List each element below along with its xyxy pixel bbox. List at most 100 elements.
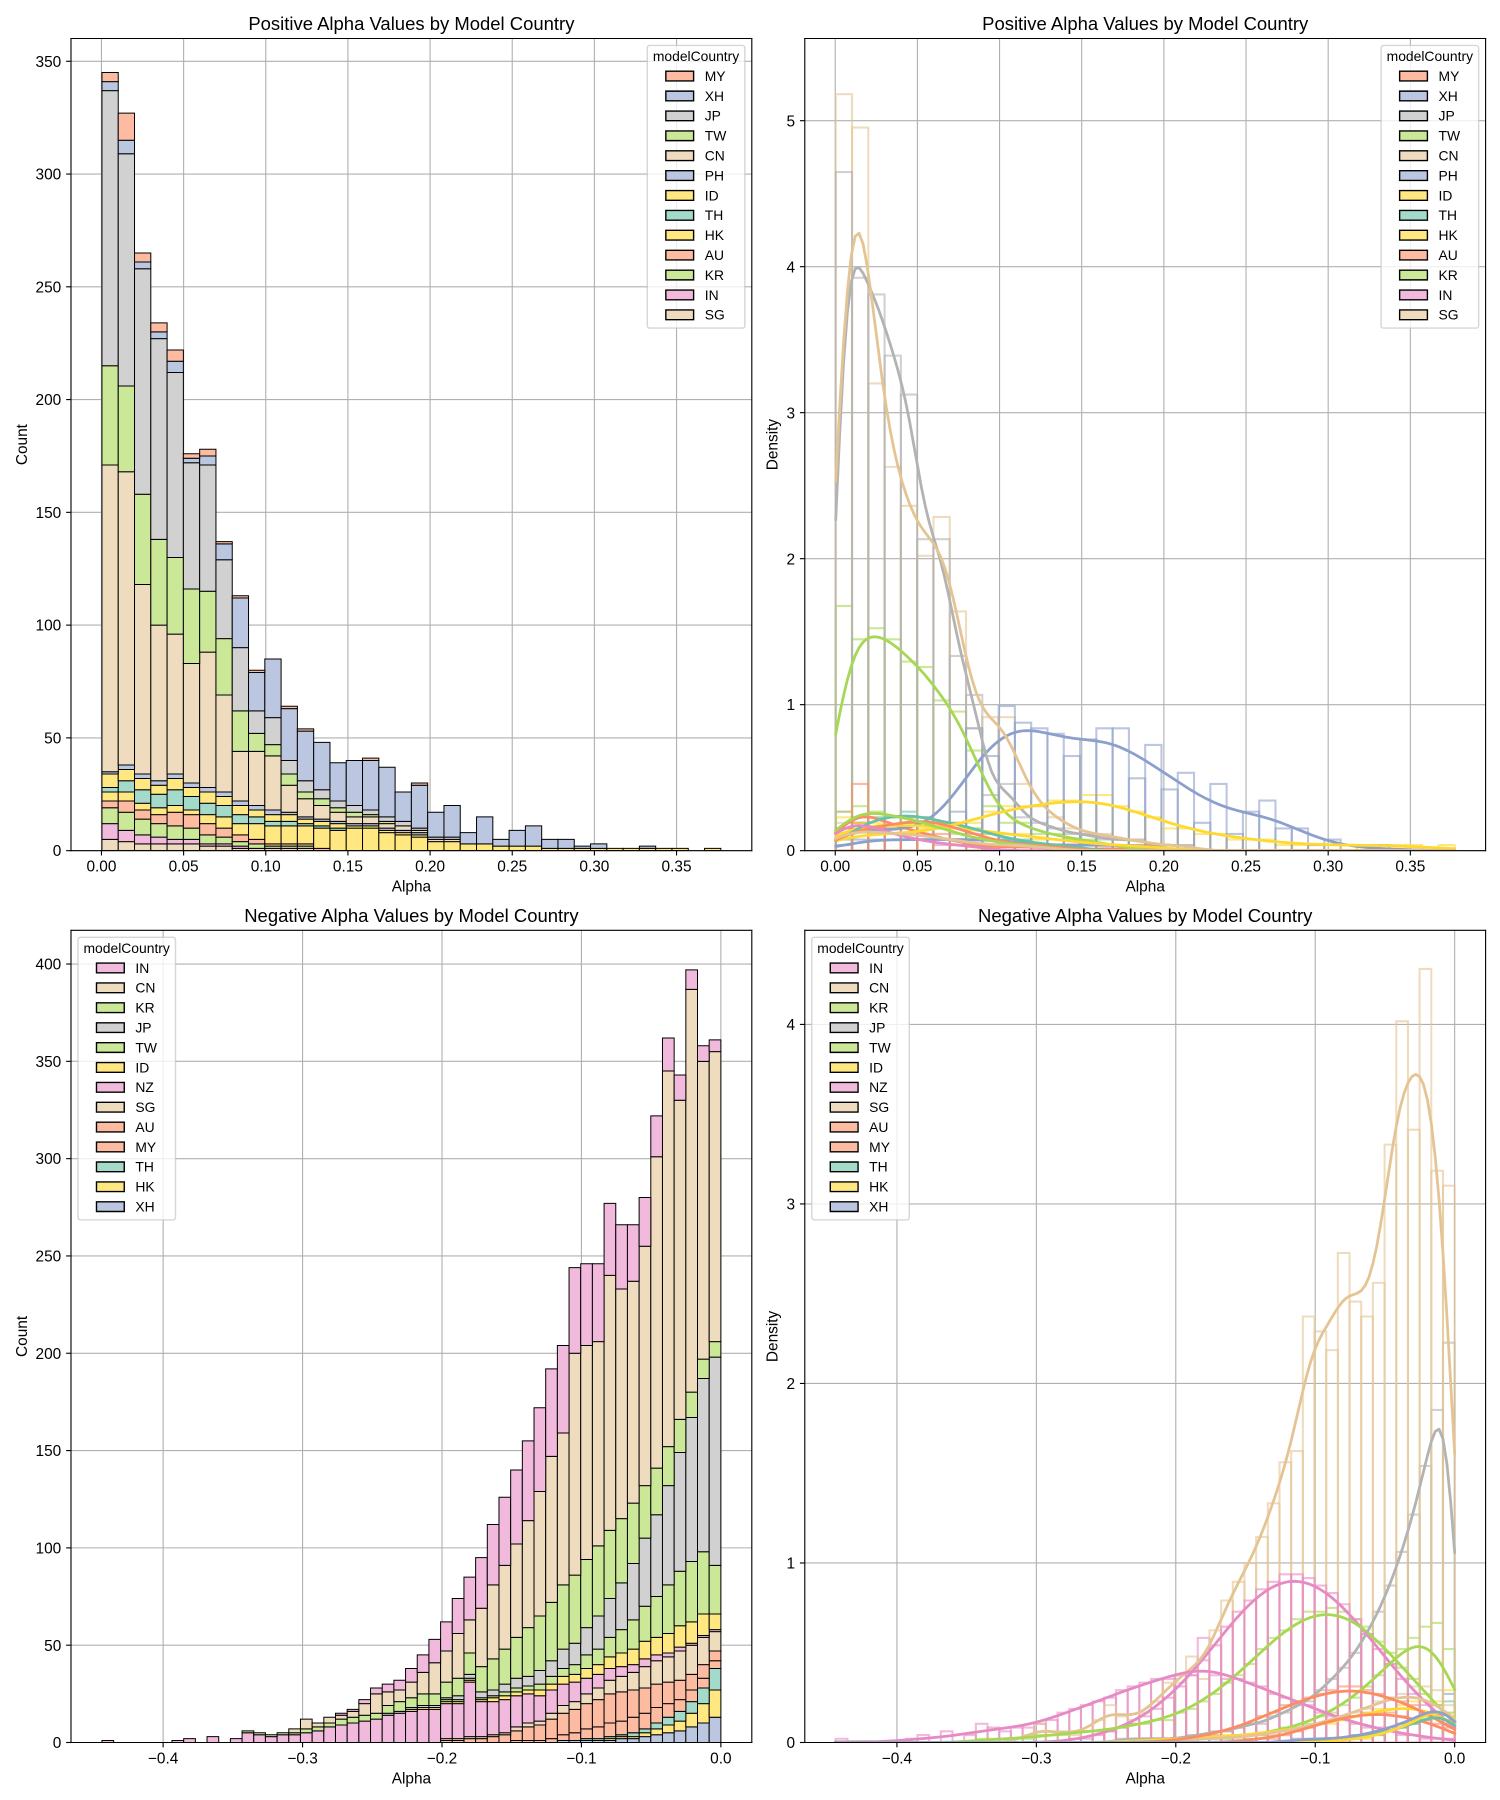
svg-text:HK: HK: [1439, 227, 1459, 243]
svg-text:HK: HK: [869, 1179, 889, 1195]
svg-text:350: 350: [36, 1054, 62, 1071]
svg-text:SG: SG: [705, 307, 725, 323]
svg-text:Count: Count: [14, 1315, 31, 1357]
svg-text:AU: AU: [705, 247, 724, 263]
svg-text:ID: ID: [1439, 187, 1453, 203]
svg-text:TW: TW: [869, 1039, 891, 1055]
svg-text:IN: IN: [135, 960, 149, 976]
svg-text:AU: AU: [135, 1119, 154, 1135]
svg-text:NZ: NZ: [869, 1079, 888, 1095]
svg-text:KR: KR: [705, 267, 724, 283]
svg-text:CN: CN: [705, 148, 725, 164]
svg-text:SG: SG: [135, 1099, 155, 1115]
svg-text:300: 300: [36, 1151, 62, 1168]
svg-text:0.35: 0.35: [662, 859, 692, 876]
svg-text:JP: JP: [1439, 108, 1455, 124]
svg-text:250: 250: [36, 279, 62, 296]
svg-text:Positive Alpha Values by Model: Positive Alpha Values by Model Country: [982, 13, 1309, 34]
svg-text:modelCountry: modelCountry: [653, 48, 739, 64]
svg-text:50: 50: [44, 730, 61, 747]
svg-text:50: 50: [44, 1638, 61, 1655]
svg-text:1: 1: [786, 1556, 795, 1573]
svg-text:300: 300: [36, 167, 62, 184]
svg-text:Alpha: Alpha: [392, 1770, 432, 1787]
svg-text:SG: SG: [869, 1099, 889, 1115]
svg-text:modelCountry: modelCountry: [817, 940, 903, 956]
svg-text:modelCountry: modelCountry: [83, 940, 169, 956]
svg-text:−0.2: −0.2: [427, 1750, 457, 1767]
svg-text:PH: PH: [705, 167, 724, 183]
svg-text:IN: IN: [1439, 287, 1453, 303]
svg-text:3: 3: [786, 405, 795, 422]
svg-text:100: 100: [36, 1540, 62, 1557]
svg-text:KR: KR: [1439, 267, 1458, 283]
svg-text:TW: TW: [135, 1039, 157, 1055]
svg-text:150: 150: [36, 1443, 62, 1460]
svg-text:Count: Count: [14, 423, 31, 465]
svg-text:KR: KR: [135, 1000, 154, 1016]
svg-text:TW: TW: [1439, 128, 1461, 144]
svg-text:4: 4: [786, 259, 795, 276]
svg-text:−0.2: −0.2: [1161, 1750, 1191, 1767]
svg-text:MY: MY: [135, 1139, 156, 1155]
svg-text:0.25: 0.25: [497, 859, 527, 876]
svg-text:−0.1: −0.1: [566, 1750, 596, 1767]
svg-text:XH: XH: [135, 1199, 154, 1215]
svg-text:XH: XH: [869, 1199, 888, 1215]
svg-text:AU: AU: [1439, 247, 1458, 263]
svg-text:0.00: 0.00: [86, 859, 116, 876]
svg-text:2: 2: [786, 1376, 795, 1393]
svg-text:350: 350: [36, 54, 62, 71]
svg-text:JP: JP: [705, 108, 721, 124]
svg-text:Negative Alpha Values by Model: Negative Alpha Values by Model Country: [244, 905, 579, 926]
svg-text:ID: ID: [705, 187, 719, 203]
svg-text:MY: MY: [705, 68, 726, 84]
svg-text:PH: PH: [1439, 167, 1458, 183]
svg-text:0.0: 0.0: [1444, 1750, 1465, 1767]
svg-text:−0.3: −0.3: [287, 1750, 317, 1767]
svg-text:150: 150: [36, 505, 62, 522]
svg-text:4: 4: [786, 1017, 795, 1034]
svg-text:400: 400: [36, 957, 62, 974]
svg-text:0: 0: [786, 843, 795, 860]
svg-text:Alpha: Alpha: [1125, 1770, 1165, 1787]
svg-text:TH: TH: [869, 1159, 888, 1175]
svg-text:MY: MY: [1439, 68, 1460, 84]
svg-text:TH: TH: [135, 1159, 154, 1175]
svg-text:Positive Alpha Values by Model: Positive Alpha Values by Model Country: [248, 13, 575, 34]
svg-text:0.0: 0.0: [710, 1750, 731, 1767]
svg-text:KR: KR: [869, 1000, 888, 1016]
svg-text:Negative Alpha Values by Model: Negative Alpha Values by Model Country: [978, 905, 1313, 926]
svg-text:Density: Density: [765, 419, 782, 471]
svg-text:NZ: NZ: [135, 1079, 154, 1095]
svg-text:5: 5: [786, 113, 795, 130]
svg-text:ID: ID: [135, 1059, 149, 1075]
svg-text:SG: SG: [1439, 307, 1459, 323]
svg-text:200: 200: [36, 1346, 62, 1363]
svg-text:CN: CN: [869, 980, 889, 996]
svg-text:IN: IN: [705, 287, 719, 303]
svg-text:Density: Density: [765, 1310, 782, 1362]
svg-text:200: 200: [36, 392, 62, 409]
svg-text:0: 0: [786, 1735, 795, 1752]
svg-text:0.05: 0.05: [902, 859, 932, 876]
svg-text:0: 0: [53, 843, 62, 860]
svg-text:250: 250: [36, 1249, 62, 1266]
svg-text:HK: HK: [705, 227, 725, 243]
svg-text:TW: TW: [705, 128, 727, 144]
svg-text:Alpha: Alpha: [392, 878, 432, 895]
svg-text:−0.4: −0.4: [148, 1750, 179, 1767]
svg-text:0.30: 0.30: [579, 859, 609, 876]
svg-text:−0.4: −0.4: [882, 1750, 913, 1767]
svg-text:JP: JP: [135, 1019, 151, 1035]
svg-text:1: 1: [786, 697, 795, 714]
svg-text:CN: CN: [135, 980, 155, 996]
svg-text:HK: HK: [135, 1179, 155, 1195]
svg-text:2: 2: [786, 551, 795, 568]
svg-text:0.20: 0.20: [1149, 859, 1179, 876]
svg-text:3: 3: [786, 1197, 795, 1214]
svg-text:CN: CN: [1439, 148, 1459, 164]
svg-text:−0.3: −0.3: [1021, 1750, 1051, 1767]
svg-text:0.20: 0.20: [415, 859, 445, 876]
svg-text:ID: ID: [869, 1059, 883, 1075]
